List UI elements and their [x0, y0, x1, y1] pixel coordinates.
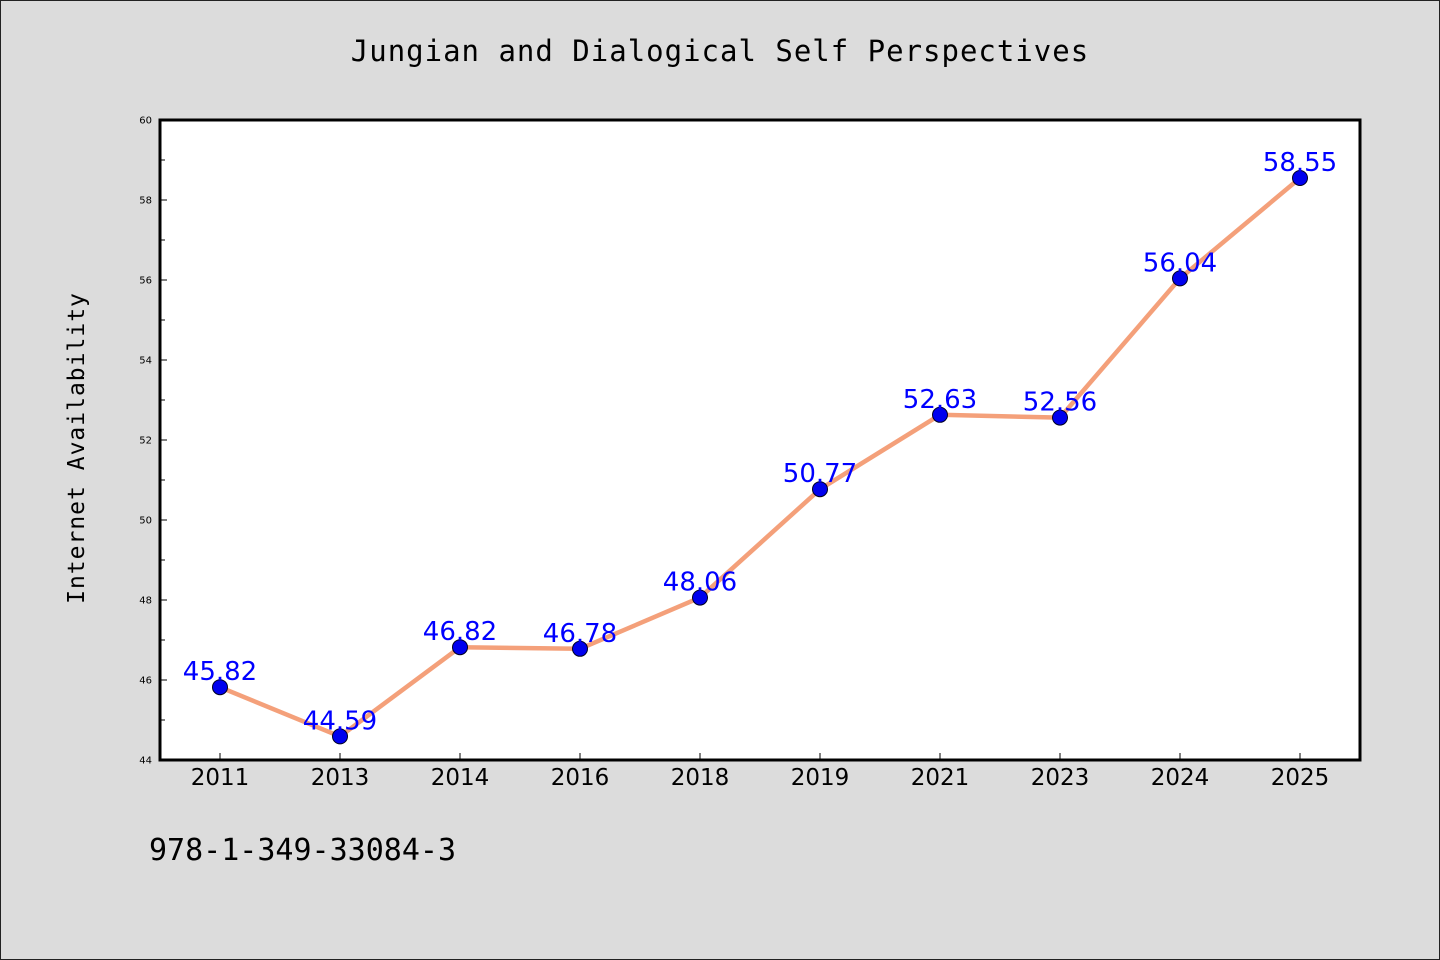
y-tick-label: 52: [139, 436, 152, 447]
footer-isbn: 978-1-349-33084-3: [149, 833, 457, 868]
y-tick-label: 50: [139, 516, 152, 527]
x-tick-label: 2023: [1031, 765, 1090, 791]
data-point: [332, 728, 348, 745]
plot-border: [158, 118, 1362, 762]
data-point: [692, 589, 708, 606]
x-tick-label: 2018: [671, 765, 730, 791]
data-point: [1172, 270, 1188, 287]
data-point: [812, 481, 828, 498]
data-label: 46.78: [543, 619, 617, 649]
data-point: [1052, 409, 1068, 426]
data-label: 44.59: [303, 706, 377, 736]
x-tick-label: 2019: [791, 765, 850, 791]
data-label: 52.56: [1023, 388, 1097, 418]
data-label: 52.63: [903, 385, 977, 415]
y-tick-label: 48: [139, 596, 152, 607]
y-tick-label: 56: [139, 276, 152, 287]
y-tick-label: 54: [139, 356, 152, 367]
data-label: 58.55: [1263, 148, 1337, 178]
data-label: 56.04: [1143, 248, 1217, 278]
data-label: 50.77: [783, 459, 857, 489]
data-label: 48.06: [663, 568, 737, 598]
x-tick-label: 2024: [1151, 765, 1210, 791]
data-label: 45.82: [183, 657, 257, 687]
data-point: [212, 679, 228, 696]
x-tick-label: 2021: [911, 765, 970, 791]
data-point: [572, 640, 588, 657]
x-tick-label: 2025: [1271, 765, 1330, 791]
x-tick-label: 2011: [191, 765, 250, 791]
y-tick-label: 46: [139, 676, 152, 687]
x-tick-label: 2016: [551, 765, 610, 791]
x-tick-label: 2014: [431, 765, 490, 791]
data-point: [932, 406, 948, 423]
x-tick-label: 2013: [311, 765, 370, 791]
chart-title: Jungian and Dialogical Self Perspectives: [350, 34, 1090, 68]
plot-area: [160, 120, 1360, 760]
data-point: [1292, 170, 1308, 186]
data-point: [452, 639, 468, 656]
y-tick-label: 58: [139, 196, 152, 207]
y-tick-label: 60: [139, 116, 152, 127]
y-tick-label: 44: [139, 756, 152, 767]
data-label: 46.82: [423, 617, 497, 647]
series-line: [217, 175, 1303, 739]
